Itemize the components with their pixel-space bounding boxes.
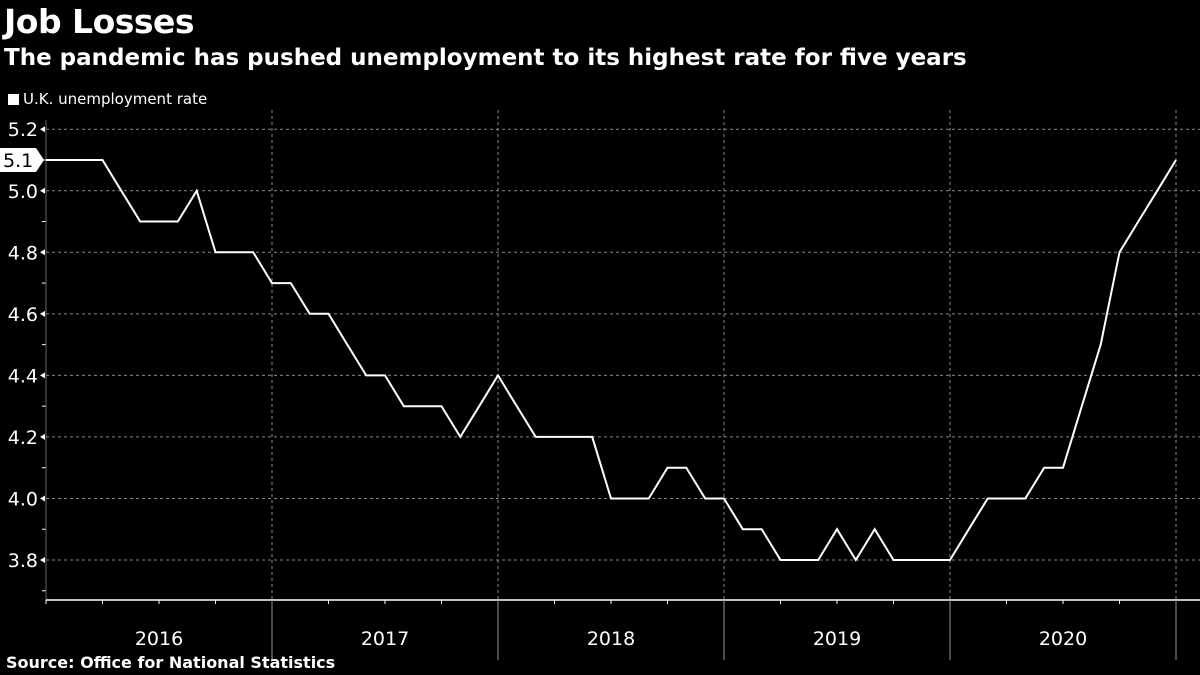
y-tick-mark (40, 557, 45, 563)
legend: U.K. unemployment rate (8, 90, 207, 108)
y-tick-label: 4.4 (8, 365, 38, 387)
y-tick-mark (40, 126, 45, 133)
y-tick-label: 5.0 (8, 181, 38, 203)
y-tick-mark (40, 310, 45, 317)
y-tick-mark (40, 495, 45, 502)
x-tick-label: 2020 (1039, 628, 1087, 650)
y-tick-label: 4.0 (8, 488, 38, 510)
y-tick-label: 4.8 (8, 242, 38, 264)
y-tick-label: 4.2 (8, 427, 38, 449)
legend-swatch (8, 93, 19, 105)
y-tick-mark (40, 249, 45, 256)
x-tick-label: 2017 (361, 628, 409, 650)
x-tick-label: 2019 (813, 628, 861, 650)
chart-subtitle: The pandemic has pushed unemployment to … (4, 45, 967, 71)
chart-title: Job Losses (4, 2, 195, 41)
y-tick-label: 3.8 (8, 550, 38, 572)
y-tick-mark (40, 372, 45, 379)
y-tick-label: 5.2 (8, 119, 38, 141)
y-tick-mark (40, 187, 45, 194)
y-tick-mark (40, 433, 45, 440)
x-tick-label: 2016 (135, 628, 183, 650)
source-note: Source: Office for National Statistics (6, 653, 336, 672)
legend-label: U.K. unemployment rate (23, 90, 208, 108)
y-tick-label: 4.6 (8, 304, 38, 326)
x-tick-label: 2018 (587, 628, 635, 650)
last-value-label: 5.1 (3, 150, 33, 172)
last-value-badge (0, 148, 44, 172)
series-line-uk-unemployment (46, 159, 1177, 562)
